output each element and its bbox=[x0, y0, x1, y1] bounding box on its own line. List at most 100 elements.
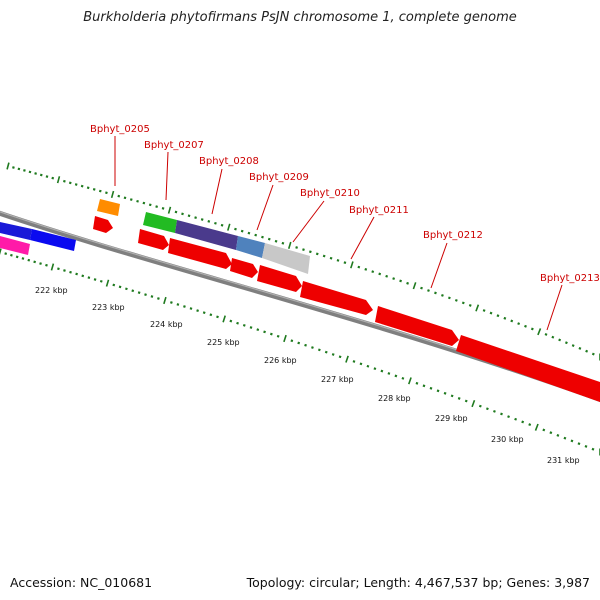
outer-ring-minor-tick bbox=[136, 199, 139, 203]
inner-ring-minor-tick bbox=[256, 328, 260, 332]
inner-ring-minor-tick bbox=[521, 420, 525, 424]
inner-ring-minor-tick bbox=[249, 326, 253, 329]
inner-ring-major-tick bbox=[471, 399, 476, 408]
kbp-label-229: 229 kbp bbox=[435, 414, 468, 423]
inner-ring-minor-tick bbox=[236, 321, 239, 325]
inner-ring-minor-tick bbox=[380, 369, 384, 373]
outer-ring-minor-tick bbox=[80, 184, 84, 188]
inner-ring-minor-tick bbox=[57, 267, 60, 271]
outer-ring-major-tick bbox=[110, 190, 115, 198]
leader-line-0211 bbox=[350, 216, 375, 260]
gene-red-3 bbox=[230, 258, 258, 278]
outer-ring-minor-tick bbox=[329, 256, 333, 260]
leader-line-0210 bbox=[292, 200, 325, 243]
inner-ring-minor-tick bbox=[457, 397, 461, 400]
inner-ring-minor-tick bbox=[63, 269, 66, 272]
inner-ring-minor-tick bbox=[570, 439, 574, 443]
outer-ring-minor-tick bbox=[220, 223, 224, 227]
inner-ring-minor-tick bbox=[394, 374, 398, 378]
outer-ring-minor-tick bbox=[155, 205, 158, 208]
inner-ring-minor-tick bbox=[276, 334, 280, 338]
leader-line-0207 bbox=[165, 151, 169, 201]
outer-ring-minor-tick bbox=[34, 172, 37, 175]
kbp-label-228: 228 kbp bbox=[378, 394, 411, 403]
inner-ring-minor-tick bbox=[189, 307, 193, 310]
outer-ring-minor-tick bbox=[39, 173, 43, 177]
inner-ring-minor-tick bbox=[131, 289, 135, 293]
outer-ring-minor-tick bbox=[267, 237, 271, 241]
outer-ring-minor-tick bbox=[45, 175, 49, 178]
inner-ring-minor-tick bbox=[464, 399, 468, 403]
outer-ring-minor-tick bbox=[392, 277, 396, 280]
inner-ring-minor-tick bbox=[118, 285, 122, 289]
inner-ring-minor-tick bbox=[209, 313, 213, 317]
gene-red-6 bbox=[375, 306, 459, 346]
outer-ring-minor-tick bbox=[240, 229, 244, 233]
inner-ring-minor-tick bbox=[584, 444, 588, 448]
outer-ring-minor-tick bbox=[544, 333, 548, 336]
gene-red-5 bbox=[300, 281, 373, 315]
inner-ring-minor-tick bbox=[528, 423, 532, 427]
inner-ring-minor-tick bbox=[242, 323, 246, 327]
gene-blue-a bbox=[0, 222, 32, 240]
outer-ring-minor-tick bbox=[434, 291, 437, 295]
inner-ring-minor-tick bbox=[591, 447, 595, 451]
kbp-label-225: 225 kbp bbox=[207, 338, 240, 347]
inner-ring-minor-tick bbox=[269, 332, 273, 336]
inner-ring-major-tick bbox=[283, 334, 287, 343]
gene-red-4 bbox=[257, 265, 302, 292]
inner-ring-minor-tick bbox=[4, 252, 8, 255]
inner-ring-minor-tick bbox=[125, 287, 128, 291]
inner-ring-minor-tick bbox=[304, 343, 307, 347]
outer-ring-minor-tick bbox=[194, 216, 197, 219]
outer-ring-minor-tick bbox=[468, 303, 472, 307]
gene-bphyt-0205 bbox=[97, 199, 120, 216]
outer-ring-major-tick bbox=[412, 282, 417, 290]
outer-ring-minor-tick bbox=[378, 272, 382, 276]
inner-ring-minor-tick bbox=[157, 297, 160, 300]
inner-ring-minor-tick bbox=[401, 376, 405, 380]
outer-ring-minor-tick bbox=[578, 346, 582, 350]
outer-ring-minor-tick bbox=[200, 218, 204, 221]
inner-ring-minor-tick bbox=[216, 315, 219, 319]
inner-ring-minor-tick bbox=[359, 362, 363, 366]
inner-ring-minor-tick bbox=[324, 350, 328, 354]
outer-ring-minor-tick bbox=[454, 298, 458, 302]
inner-ring-minor-tick bbox=[290, 339, 294, 343]
inner-ring-minor-tick bbox=[99, 279, 103, 283]
outer-ring-minor-tick bbox=[315, 252, 319, 256]
gene-bphyt-0208 bbox=[175, 220, 238, 250]
leader-line-0212 bbox=[430, 242, 448, 289]
inner-ring-minor-tick bbox=[21, 257, 25, 260]
outer-ring-minor-tick bbox=[420, 286, 423, 290]
inner-ring-minor-tick bbox=[81, 274, 85, 278]
inner-ring-major-tick bbox=[534, 423, 539, 431]
outer-ring-minor-tick bbox=[447, 296, 451, 300]
gene-magenta bbox=[0, 236, 30, 255]
kbp-label-231: 231 kbp bbox=[547, 456, 580, 465]
gene-label-bphyt-0211: Bphyt_0211 bbox=[349, 205, 409, 216]
outer-ring-minor-tick bbox=[482, 309, 486, 312]
gene-label-bphyt-0207: Bphyt_0207 bbox=[144, 140, 204, 151]
outer-ring-major-tick bbox=[287, 241, 292, 249]
outer-ring-minor-tick bbox=[129, 198, 133, 201]
inner-ring-major-tick bbox=[222, 315, 226, 323]
outer-ring-minor-tick bbox=[23, 169, 26, 172]
outer-ring-minor-tick bbox=[399, 279, 402, 283]
kbp-label-224: 224 kbp bbox=[150, 320, 183, 329]
outer-ring-minor-tick bbox=[51, 176, 55, 180]
outer-ring-minor-tick bbox=[261, 235, 264, 239]
outer-ring-minor-tick bbox=[214, 221, 217, 225]
inner-ring-minor-tick bbox=[45, 263, 48, 267]
outer-ring-major-tick bbox=[6, 162, 10, 170]
inner-ring-minor-tick bbox=[338, 355, 342, 359]
inner-ring-minor-tick bbox=[33, 260, 37, 264]
inner-ring-minor-tick bbox=[478, 404, 482, 408]
outer-ring-minor-tick bbox=[503, 316, 507, 320]
leader-line-0209 bbox=[256, 184, 274, 231]
inner-ring-minor-tick bbox=[366, 364, 370, 368]
outer-ring-minor-tick bbox=[496, 314, 500, 318]
kbp-label-230: 230 kbp bbox=[491, 435, 524, 444]
outer-ring-minor-tick bbox=[510, 319, 514, 323]
